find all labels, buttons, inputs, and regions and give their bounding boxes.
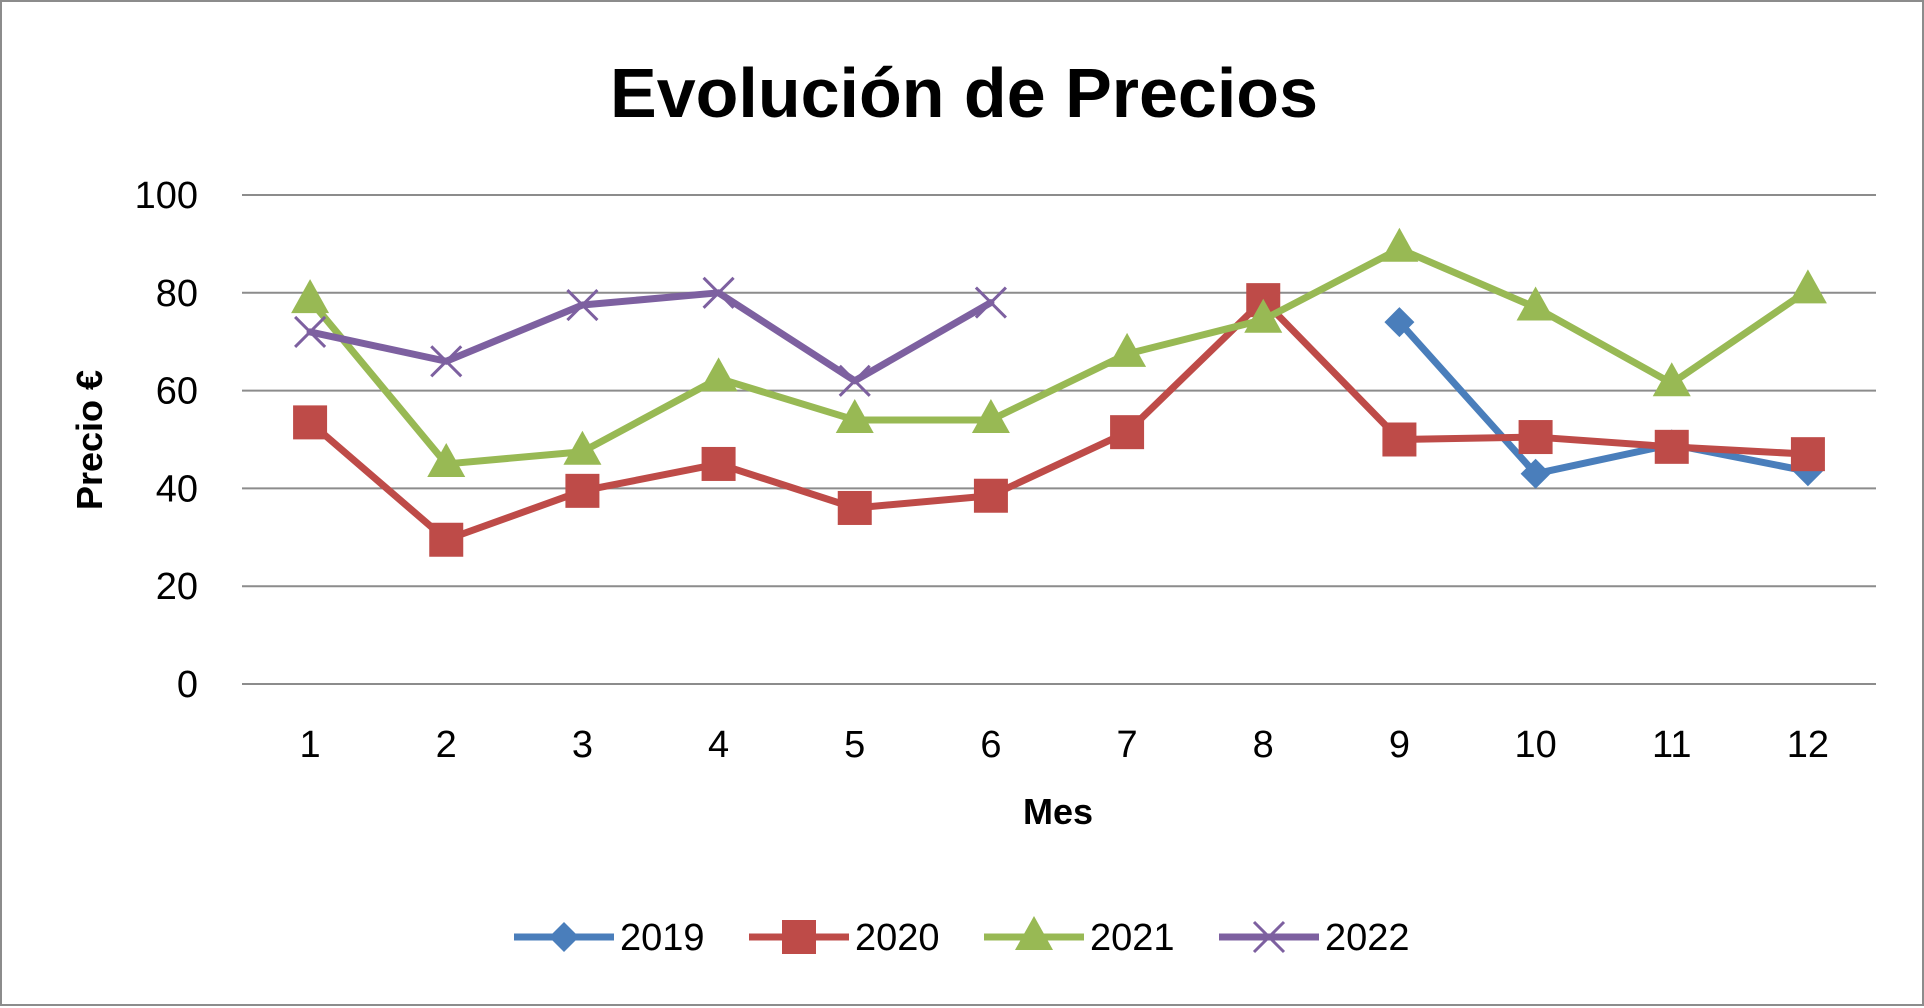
x-tick-label: 12 <box>1787 724 1829 766</box>
data-point <box>563 430 602 465</box>
data-point <box>1252 920 1286 954</box>
data-point <box>1244 298 1283 333</box>
x-tick-label: 11 <box>1652 724 1691 766</box>
data-point <box>1108 332 1147 367</box>
data-point <box>427 442 466 477</box>
x-tick-label: 10 <box>1514 724 1556 766</box>
x-tick-label: 2 <box>436 724 457 766</box>
x-tick-label: 4 <box>708 724 729 766</box>
x-axis-ticks: 1 2 3 4 5 6 7 8 9 10 11 12 <box>300 724 1830 766</box>
x-tick-label: 9 <box>1389 724 1410 766</box>
data-point <box>291 279 330 314</box>
x-axis-title: Mes <box>1023 791 1093 832</box>
data-point <box>835 398 874 433</box>
data-point <box>1380 227 1419 262</box>
series-2022 <box>294 276 1007 397</box>
data-point <box>1110 415 1145 450</box>
y-tick-label: 100 <box>135 175 198 217</box>
data-point <box>430 345 463 378</box>
y-tick-label: 0 <box>177 664 198 706</box>
data-point <box>1384 307 1415 338</box>
data-point <box>702 276 735 309</box>
series-line <box>306 296 1812 544</box>
y-axis-title: Precio € <box>69 370 110 510</box>
data-point <box>1516 286 1555 321</box>
x-tick-label: 1 <box>300 724 321 766</box>
data-point <box>565 473 600 508</box>
series-2021 <box>291 227 1827 477</box>
x-tick-label: 6 <box>980 724 1001 766</box>
chart-title: Evolución de Precios <box>610 54 1318 132</box>
data-point <box>294 315 327 348</box>
x-tick-label: 5 <box>844 724 865 766</box>
x-tick-label: 7 <box>1117 724 1138 766</box>
data-point <box>1015 916 1053 950</box>
data-point <box>549 922 579 952</box>
legend: 2019 2020 2021 2022 <box>514 916 1410 959</box>
legend-item: 2021 <box>984 916 1175 959</box>
y-tick-label: 20 <box>156 566 198 608</box>
data-point <box>566 288 599 322</box>
data-point <box>701 446 736 481</box>
data-point <box>974 286 1007 319</box>
data-point <box>1654 429 1689 464</box>
data-point <box>429 522 464 557</box>
series-line <box>1395 318 1812 478</box>
y-axis-ticks: 0 20 40 60 80 100 <box>135 175 198 706</box>
legend-item: 2019 <box>514 917 705 959</box>
y-tick-label: 40 <box>156 468 198 510</box>
data-point <box>971 398 1010 433</box>
data-point <box>293 405 328 440</box>
x-tick-label: 3 <box>572 724 593 766</box>
data-point <box>838 364 871 397</box>
series-2019 <box>1384 307 1823 489</box>
legend-item: 2022 <box>1219 917 1410 959</box>
series-2020 <box>293 283 1825 557</box>
y-tick-label: 60 <box>156 371 198 413</box>
data-point <box>973 478 1008 513</box>
series-line <box>306 245 1812 468</box>
data-point <box>1382 422 1417 457</box>
data-point <box>837 490 872 525</box>
legend-label: 2021 <box>1090 917 1175 959</box>
data-point <box>1520 458 1551 489</box>
series-line <box>306 289 995 385</box>
legend-label: 2020 <box>855 917 940 959</box>
data-point <box>1652 362 1691 397</box>
legend-label: 2019 <box>620 917 705 959</box>
legend-label: 2022 <box>1325 917 1410 959</box>
y-tick-label: 80 <box>156 273 198 315</box>
data-point <box>699 357 738 392</box>
data-point <box>1518 420 1553 455</box>
legend-item: 2020 <box>749 917 940 959</box>
data-point <box>1788 269 1827 304</box>
x-tick-label: 8 <box>1253 724 1274 766</box>
series-layer <box>291 227 1827 557</box>
data-point <box>782 920 816 954</box>
gridlines <box>242 194 1876 685</box>
data-point <box>1790 437 1825 472</box>
